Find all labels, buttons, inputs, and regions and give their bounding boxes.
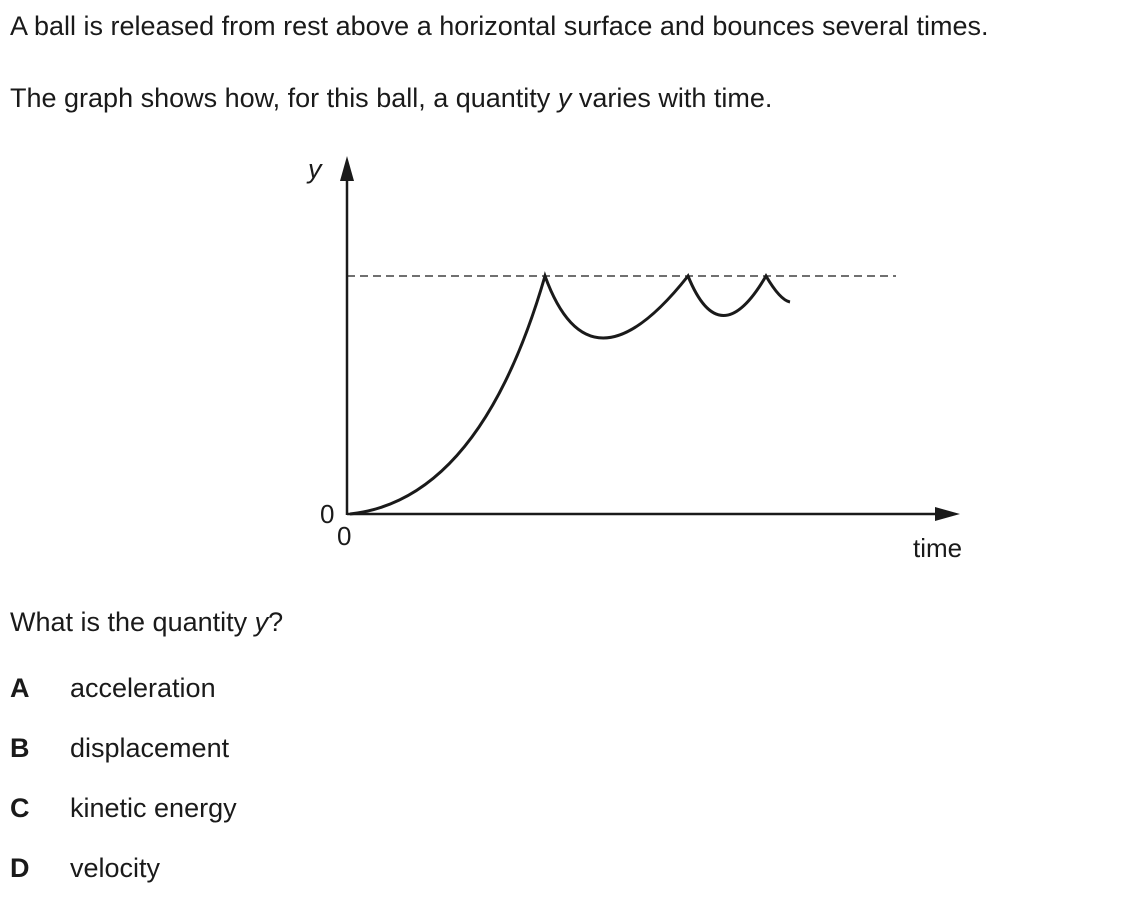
graph-intro-pre: The graph shows how, for this ball, a qu… — [10, 83, 558, 113]
x-origin-label: 0 — [337, 521, 351, 551]
option-letter: C — [10, 793, 30, 823]
option-text: acceleration — [70, 673, 216, 703]
prompt-pre: What is the quantity — [10, 607, 255, 637]
option-text: displacement — [70, 733, 230, 763]
graph-intro-post: varies with time. — [571, 83, 773, 113]
prompt-post: ? — [268, 607, 284, 637]
option-text: kinetic energy — [70, 793, 237, 823]
quantity-curve — [349, 271, 791, 516]
option-letter: A — [10, 673, 30, 703]
x-axis-label: time — [913, 533, 962, 563]
option-text: velocity — [70, 853, 161, 883]
graph-intro-variable: y — [557, 83, 572, 113]
option-letter: D — [10, 853, 30, 883]
graph-intro-text: The graph shows how, for this ball, a qu… — [10, 85, 772, 112]
option-letter: B — [10, 733, 30, 763]
intro-text: A ball is released from rest above a hor… — [10, 11, 989, 41]
prompt-variable: y — [254, 607, 269, 637]
bounce-graph: y time 0 0 — [306, 154, 962, 563]
x-axis-arrowhead — [935, 507, 960, 521]
question-prompt: What is the quantity y? — [10, 609, 283, 636]
y-axis-label: y — [306, 154, 323, 184]
y-origin-label: 0 — [320, 499, 334, 529]
y-axis-arrowhead — [340, 156, 354, 181]
